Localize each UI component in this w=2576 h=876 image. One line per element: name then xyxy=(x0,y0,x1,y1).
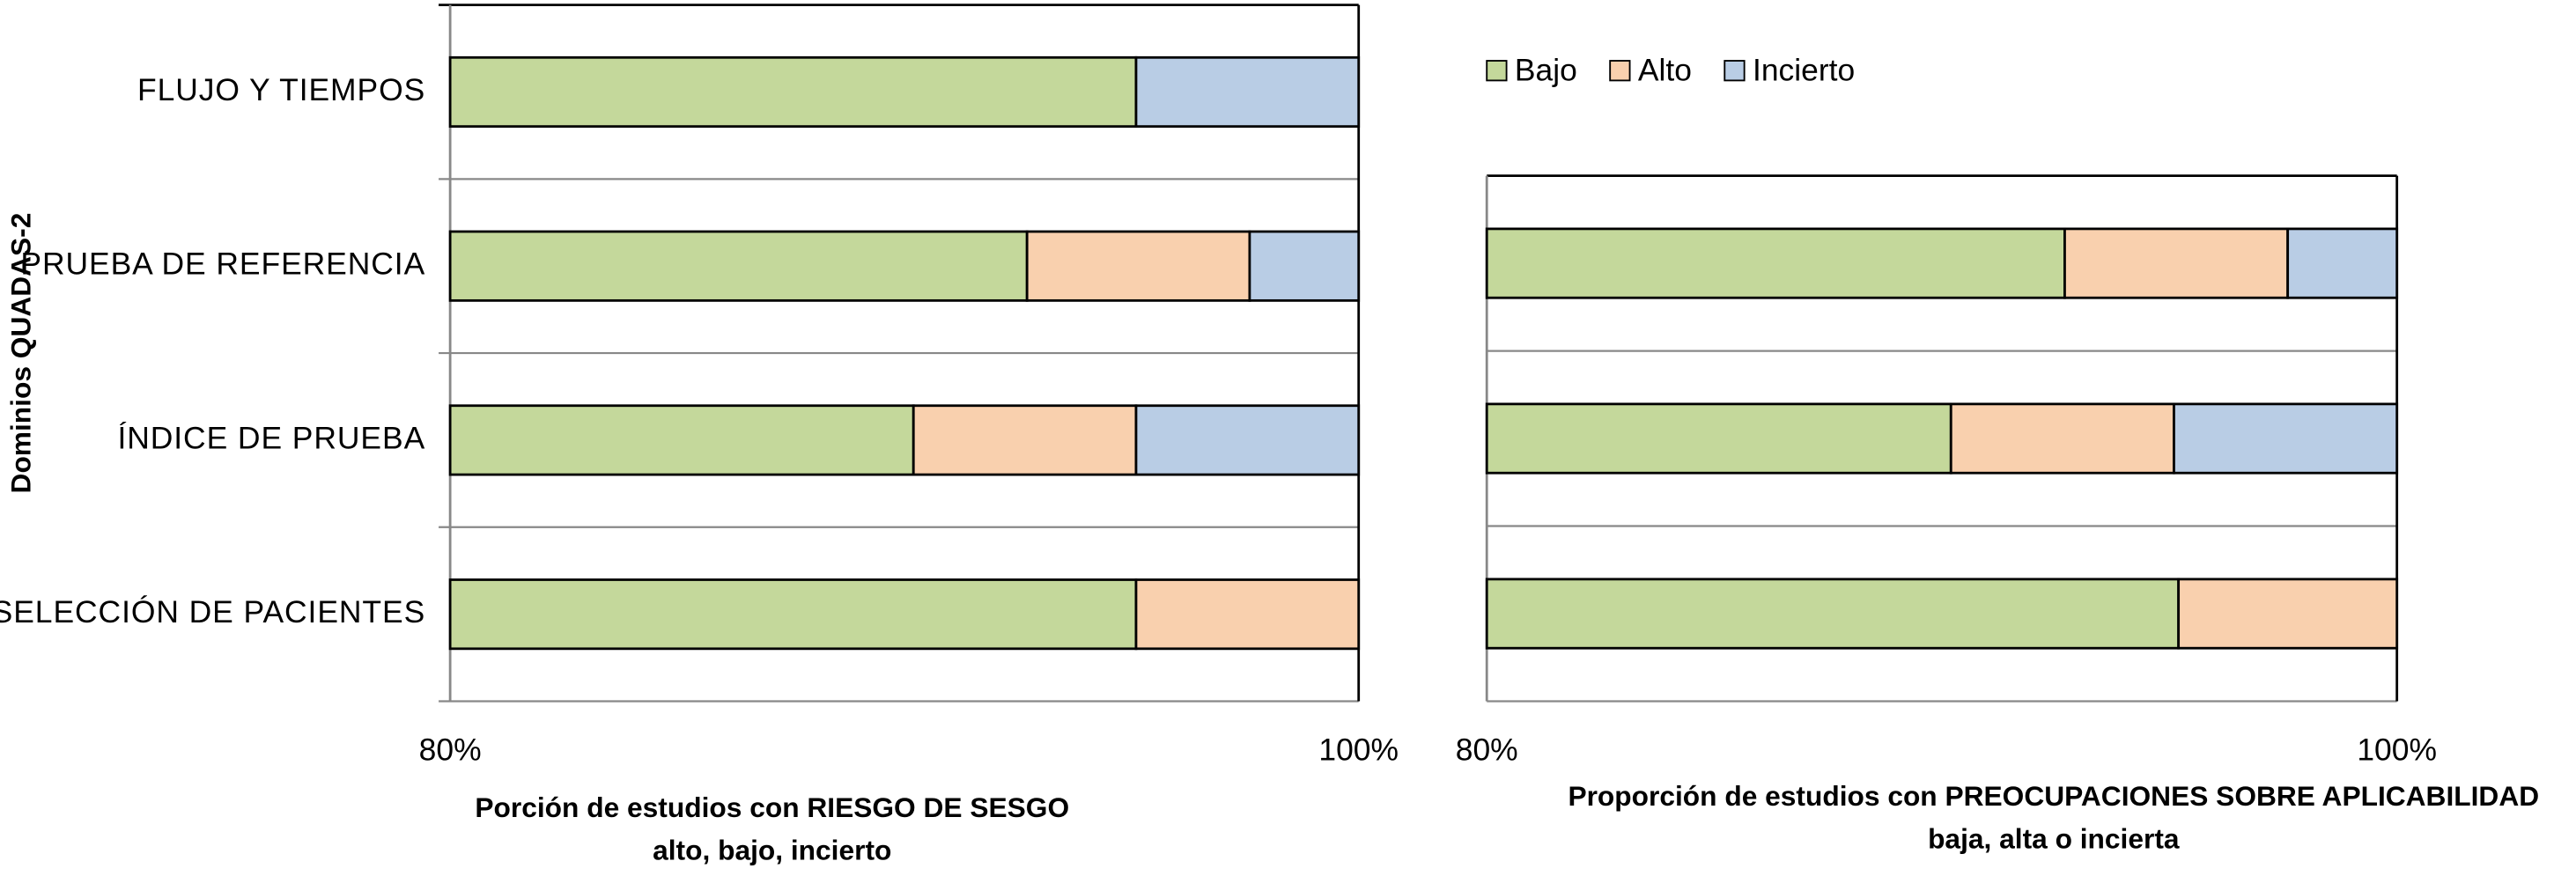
y-tick-label: ÍNDICE DE PRUEBA xyxy=(117,420,425,455)
bar-segment xyxy=(448,55,1138,129)
bar-segment xyxy=(1485,402,1952,475)
bar-segment xyxy=(1485,578,2181,650)
bar-segment xyxy=(1248,230,1361,302)
bar-segment xyxy=(2177,578,2399,650)
x-axis-title: Proporción de estudios con PREOCUPACIONE… xyxy=(1568,780,2539,812)
bar-segment xyxy=(448,404,915,476)
x-tick-label: 100% xyxy=(2357,732,2437,768)
legend-label: Alto xyxy=(1638,52,1692,87)
bar-segment xyxy=(1485,227,2066,299)
legend-swatch xyxy=(1486,60,1508,82)
x-axis-title: alto, bajo, incierto xyxy=(653,835,891,866)
bar-segment xyxy=(1134,578,1361,651)
bar-segment xyxy=(2063,227,2290,299)
x-axis-title: baja, alta o incierta xyxy=(1928,822,2180,854)
x-axis-title: Porción de estudios con RIESGO DE SESGO xyxy=(475,791,1069,823)
bar-segment xyxy=(2173,402,2399,475)
legend-label: Bajo xyxy=(1515,52,1577,87)
bar-segment xyxy=(1025,230,1251,302)
y-tick-label: PRUEBA DE REFERENCIA xyxy=(20,247,425,282)
x-tick-label: 80% xyxy=(419,732,482,768)
x-tick-label: 80% xyxy=(1456,732,1518,768)
bar-segment xyxy=(2286,227,2399,299)
bar-segment xyxy=(1134,404,1361,476)
legend-swatch xyxy=(1723,60,1746,82)
bar-segment xyxy=(1134,55,1361,129)
y-tick-label: FLUJO Y TIEMPOS xyxy=(137,72,425,107)
y-tick-label: SELECCIÓN DE PACIENTES xyxy=(0,594,425,629)
bar-segment xyxy=(1949,402,2175,475)
legend-label: Incierto xyxy=(1753,52,1855,87)
legend-swatch xyxy=(1609,60,1631,82)
x-tick-label: 100% xyxy=(1318,732,1399,768)
bar-segment xyxy=(912,404,1138,476)
y-axis-title: Dominios QUADAS-2 xyxy=(4,213,36,494)
bar-segment xyxy=(448,578,1138,651)
bar-segment xyxy=(448,230,1029,302)
